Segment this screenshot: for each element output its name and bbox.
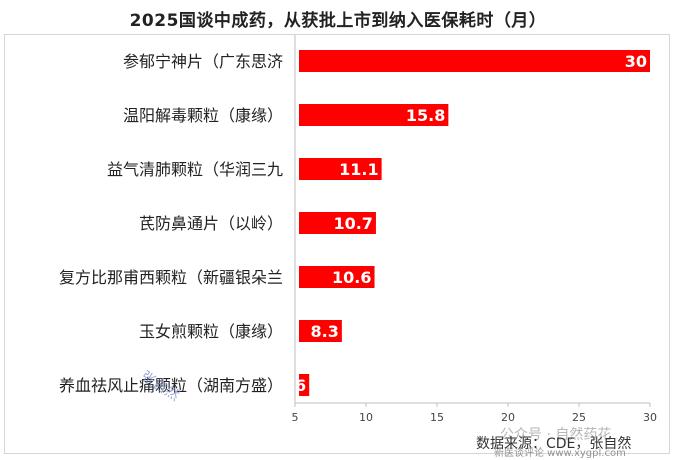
bar (299, 212, 376, 234)
category-label: 芪防鼻通片（以岭） (139, 214, 283, 233)
category-label: 养血祛风止痛颗粒（湖南方盛） (59, 376, 283, 395)
value-label: 8.3 (311, 322, 339, 341)
bar (299, 320, 342, 342)
data-source: 数据来源：CDE，张自然 (476, 436, 632, 452)
value-label: 6 (295, 376, 306, 395)
chart-frame: 参郁宁神片（广东思济 温阳解毒颗粒（康缘） 益气清肺颗粒（华润三九芪防鼻通片（以岭）… (4, 34, 670, 454)
value-label: 15.8 (406, 106, 445, 125)
value-label: 10.7 (333, 214, 372, 233)
category-label: 参郁宁神片（广东思济 (123, 52, 283, 71)
x-axis: 5 10 15 20 25 30 (292, 35, 657, 424)
bar (299, 50, 650, 72)
x-tick-label: 5 (292, 411, 299, 424)
value-labels: 30 15.8 11.1 10.7 10.6 8.3 6 (295, 52, 647, 395)
bar (299, 104, 449, 126)
category-label: 益气清肺颗粒（华润三九 (107, 160, 283, 179)
chart-title: 2025国谈中成药，从获批上市到纳入医保耗时（月） (129, 11, 547, 31)
category-label: 复方比那甫西颗粒（新疆银朵兰 (59, 268, 283, 287)
bar (299, 266, 375, 288)
bars (299, 50, 650, 396)
x-tick-label: 20 (501, 411, 515, 424)
category-label: 温阳解毒颗粒（康缘） (123, 106, 283, 125)
x-tick-label: 10 (359, 411, 373, 424)
category-label: 玉女煎颗粒（康缘） (139, 322, 283, 341)
url-watermark: 新医谈评论 www.xygpl.com (494, 448, 626, 459)
x-tick-label: 30 (643, 411, 657, 424)
value-label: 30 (625, 52, 647, 71)
bar (299, 158, 382, 180)
value-label: 11.1 (339, 160, 378, 179)
bar (299, 374, 310, 396)
x-tick-label: 25 (572, 411, 586, 424)
x-tick-label: 15 (430, 411, 444, 424)
account-watermark: 公众号 · 自然药花 (500, 427, 612, 443)
value-label: 10.6 (332, 268, 371, 287)
